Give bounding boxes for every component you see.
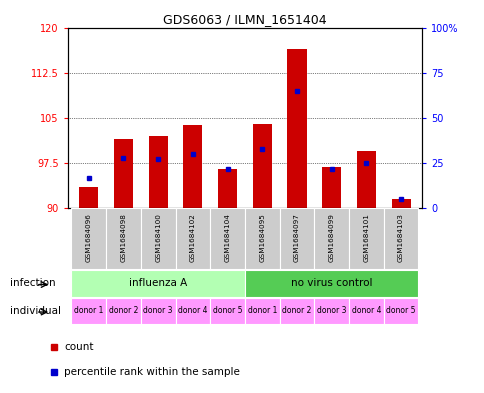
Bar xyxy=(71,208,106,269)
Bar xyxy=(383,208,418,269)
Text: no virus control: no virus control xyxy=(290,278,372,288)
Bar xyxy=(244,298,279,324)
Text: donor 3: donor 3 xyxy=(317,307,346,315)
Bar xyxy=(244,208,279,269)
Bar xyxy=(71,298,106,324)
Bar xyxy=(140,298,175,324)
Title: GDS6063 / ILMN_1651404: GDS6063 / ILMN_1651404 xyxy=(163,13,326,26)
Text: GSM1684098: GSM1684098 xyxy=(120,213,126,262)
Text: influenza A: influenza A xyxy=(129,278,187,288)
Bar xyxy=(314,298,348,324)
Text: GSM1684104: GSM1684104 xyxy=(224,213,230,262)
Bar xyxy=(348,298,383,324)
Bar xyxy=(287,49,306,208)
Bar xyxy=(210,298,244,324)
Text: GSM1684101: GSM1684101 xyxy=(363,213,369,262)
Bar xyxy=(218,169,237,208)
Bar xyxy=(183,125,202,208)
Bar xyxy=(348,208,383,269)
Bar xyxy=(252,124,271,208)
Bar xyxy=(106,208,140,269)
Text: donor 3: donor 3 xyxy=(143,307,172,315)
Text: donor 1: donor 1 xyxy=(74,307,103,315)
Bar xyxy=(356,151,375,208)
Text: donor 1: donor 1 xyxy=(247,307,276,315)
Text: GSM1684097: GSM1684097 xyxy=(293,213,300,262)
Bar xyxy=(210,208,244,269)
Bar xyxy=(391,199,410,208)
Bar xyxy=(175,298,210,324)
Text: GSM1684103: GSM1684103 xyxy=(397,213,403,262)
Bar xyxy=(106,298,140,324)
Bar xyxy=(279,208,314,269)
Text: GSM1684099: GSM1684099 xyxy=(328,213,334,262)
Text: GSM1684096: GSM1684096 xyxy=(86,213,91,262)
Bar xyxy=(244,270,418,297)
Text: GSM1684100: GSM1684100 xyxy=(155,213,161,262)
Text: donor 2: donor 2 xyxy=(108,307,138,315)
Bar xyxy=(71,270,244,297)
Text: infection: infection xyxy=(10,278,55,288)
Bar xyxy=(114,139,133,208)
Bar xyxy=(314,208,348,269)
Bar xyxy=(383,298,418,324)
Text: count: count xyxy=(64,342,93,352)
Text: donor 5: donor 5 xyxy=(386,307,415,315)
Bar xyxy=(175,208,210,269)
Text: individual: individual xyxy=(10,306,60,316)
Text: GSM1684095: GSM1684095 xyxy=(259,213,265,262)
Bar xyxy=(148,136,167,208)
Text: donor 4: donor 4 xyxy=(178,307,207,315)
Text: donor 2: donor 2 xyxy=(282,307,311,315)
Bar xyxy=(321,167,341,208)
Bar xyxy=(140,208,175,269)
Bar xyxy=(79,187,98,208)
Text: GSM1684102: GSM1684102 xyxy=(189,213,196,262)
Text: percentile rank within the sample: percentile rank within the sample xyxy=(64,367,240,377)
Text: donor 5: donor 5 xyxy=(212,307,242,315)
Bar xyxy=(279,298,314,324)
Text: donor 4: donor 4 xyxy=(351,307,380,315)
